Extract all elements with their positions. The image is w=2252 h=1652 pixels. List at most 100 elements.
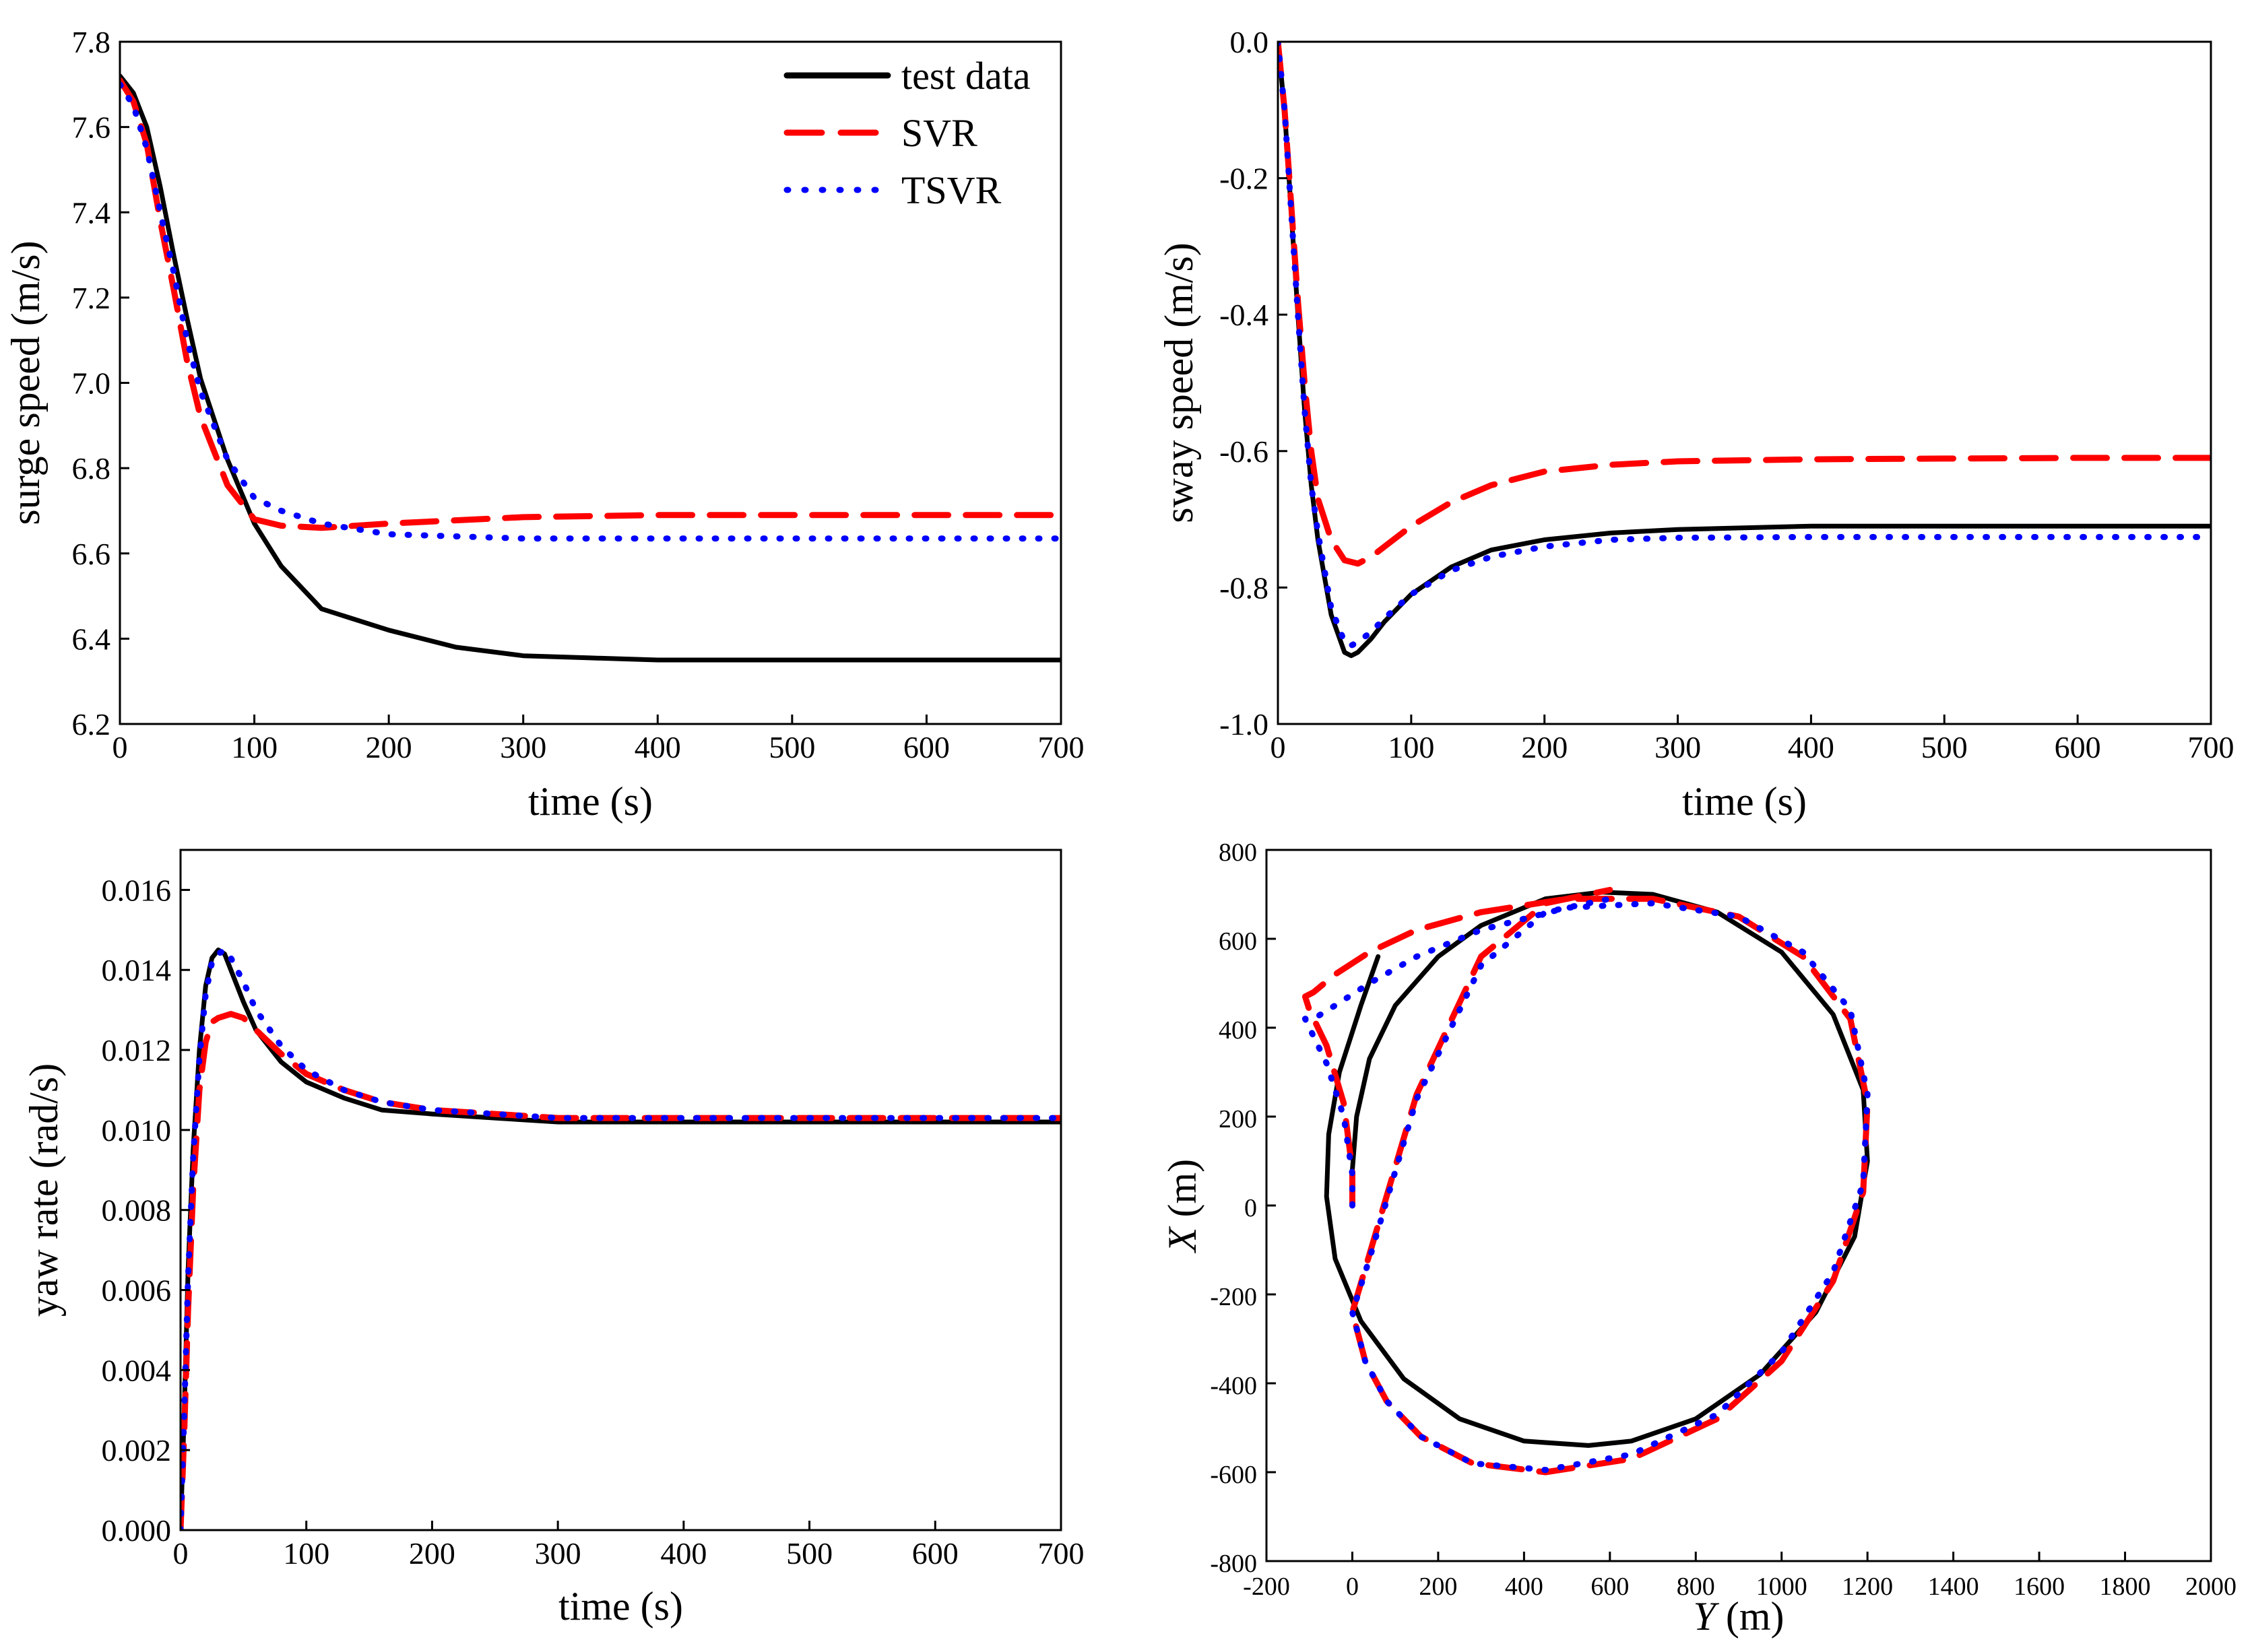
traj-xtick-label: 400 bbox=[1505, 1573, 1543, 1601]
traj-xtick-label: 1600 bbox=[2014, 1573, 2065, 1601]
sway-y-axis-title: sway speed (m/s) bbox=[1157, 242, 1201, 523]
traj-y-axis-title: X (m) bbox=[1160, 1159, 1204, 1253]
traj-xtick-label: 0 bbox=[1346, 1573, 1359, 1601]
yaw-chart: 0 100 200 300 400 500 600 700 0.000 0.002 0.004 0.0… bbox=[22, 849, 1085, 1628]
yaw-ytick-label: 0.016 bbox=[102, 873, 172, 907]
sway-ytick-label: -1.0 bbox=[1219, 707, 1268, 741]
traj-ytick-label: 200 bbox=[1219, 1105, 1257, 1133]
surge-ytick-label: 7.8 bbox=[72, 25, 111, 59]
surge-xtick-label: 400 bbox=[635, 730, 681, 764]
sway-ytick-label: -0.6 bbox=[1219, 434, 1268, 469]
traj-ytick-label: -400 bbox=[1210, 1372, 1257, 1400]
traj-xtick-label: 2000 bbox=[2185, 1573, 2237, 1601]
legend-label-test: test data bbox=[901, 54, 1031, 98]
traj-x-axis-title: Y (m) bbox=[1693, 1594, 1784, 1639]
sway-ytick-label: -0.2 bbox=[1219, 162, 1268, 196]
surge-ytick-label: 6.6 bbox=[72, 537, 111, 571]
yaw-xtick-label: 100 bbox=[283, 1536, 329, 1571]
traj-xtick-label: 1800 bbox=[2100, 1573, 2151, 1601]
yaw-ytick-label: 0.008 bbox=[102, 1193, 172, 1228]
yaw-ytick-label: 0.014 bbox=[102, 953, 172, 987]
surge-x-axis-title: time (s) bbox=[528, 779, 653, 824]
surge-xtick-label: 300 bbox=[500, 730, 546, 764]
traj-ytick-label: -800 bbox=[1210, 1550, 1257, 1578]
sway-xtick-label: 100 bbox=[1388, 730, 1434, 764]
sway-series-svr bbox=[1278, 42, 2211, 567]
yaw-ytick-label: 0.012 bbox=[102, 1033, 172, 1067]
sway-xtick-label: 0 bbox=[1270, 730, 1286, 764]
traj-x-axis-title-unit: (m) bbox=[1716, 1594, 1784, 1639]
traj-series-tsvr bbox=[1301, 896, 1871, 1474]
traj-xtick-label: 200 bbox=[1419, 1573, 1457, 1601]
sway-series-tsvr bbox=[1278, 42, 2211, 649]
surge-ytick-label: 6.8 bbox=[72, 451, 111, 486]
traj-xtick-label: 600 bbox=[1590, 1573, 1629, 1601]
yaw-ytick-label: 0.004 bbox=[102, 1353, 172, 1387]
sway-chart: 0 100 200 300 400 500 600 700 -1.0 -0.8 -0.6 -0.4 -0… bbox=[1157, 25, 2234, 824]
yaw-xtick-label: 300 bbox=[535, 1536, 581, 1571]
surge-series-test bbox=[120, 73, 1061, 663]
yaw-y-axis-title: yaw rate (rad/s) bbox=[22, 1063, 66, 1317]
surge-xtick-label: 600 bbox=[903, 730, 950, 764]
yaw-series-tsvr bbox=[181, 947, 1061, 1530]
sway-xtick-label: 400 bbox=[1788, 730, 1834, 764]
surge-xtick-label: 500 bbox=[769, 730, 815, 764]
traj-axes-frame bbox=[1265, 849, 2212, 1562]
surge-xtick-label: 0 bbox=[112, 730, 128, 764]
traj-ytick-label: -200 bbox=[1210, 1283, 1257, 1311]
yaw-series-test bbox=[181, 948, 1061, 1530]
traj-y-axis-title-unit: (m) bbox=[1160, 1159, 1204, 1228]
yaw-ytick-label: 0.002 bbox=[102, 1433, 172, 1467]
yaw-xtick-label: 200 bbox=[409, 1536, 455, 1571]
surge-series-svr bbox=[120, 77, 1061, 531]
surge-xtick-label: 100 bbox=[231, 730, 278, 764]
traj-xtick-label: 1400 bbox=[1928, 1573, 1979, 1601]
surge-ytick-label: 6.2 bbox=[72, 707, 111, 741]
yaw-ytick-label: 0.000 bbox=[102, 1513, 172, 1548]
traj-xtick-label: 1200 bbox=[1842, 1573, 1893, 1601]
legend-label-svr: SVR bbox=[901, 111, 977, 155]
surge-xtick-label: 700 bbox=[1038, 730, 1085, 764]
traj-ytick-label: 600 bbox=[1219, 927, 1257, 956]
traj-series-test bbox=[1324, 890, 1870, 1448]
yaw-xtick-label: 0 bbox=[173, 1536, 189, 1571]
traj-ytick-label: -600 bbox=[1210, 1461, 1257, 1489]
surge-ytick-label: 7.6 bbox=[72, 110, 111, 145]
surge-chart: 0 100 200 300 400 500 600 700 6.2 6.4 6.6 6.8 7.0 7.2… bbox=[3, 25, 1085, 824]
surge-ytick-label: 7.4 bbox=[72, 195, 111, 230]
sway-xtick-label: 700 bbox=[2188, 730, 2234, 764]
traj-chart: -200 0 200 400 600 800 1000 1200 1400 1600 1800 200… bbox=[1160, 838, 2237, 1639]
traj-series-svr bbox=[1301, 886, 1871, 1476]
surge-legend: test data SVR TSVR bbox=[783, 54, 1031, 212]
sway-xtick-label: 300 bbox=[1654, 730, 1701, 764]
yaw-xtick-label: 700 bbox=[1038, 1536, 1085, 1571]
yaw-xtick-label: 600 bbox=[912, 1536, 959, 1571]
traj-x-axis-title-var: Y bbox=[1693, 1594, 1719, 1639]
yaw-xtick-label: 400 bbox=[660, 1536, 707, 1571]
sway-x-axis-title: time (s) bbox=[1682, 779, 1807, 824]
yaw-ytick-label: 0.006 bbox=[102, 1274, 172, 1308]
surge-ytick-label: 7.0 bbox=[72, 366, 111, 401]
surge-ytick-label: 6.4 bbox=[72, 622, 111, 656]
legend-label-tsvr: TSVR bbox=[901, 168, 1002, 212]
traj-ytick-label: 800 bbox=[1219, 838, 1257, 867]
sway-xtick-label: 600 bbox=[2055, 730, 2101, 764]
traj-ytick-label: 400 bbox=[1219, 1016, 1257, 1045]
yaw-axes-frame bbox=[179, 849, 1062, 1531]
traj-xtick-label: 1000 bbox=[1756, 1573, 1807, 1601]
sway-series-test bbox=[1278, 42, 2211, 659]
traj-xtick-label: -200 bbox=[1243, 1573, 1290, 1601]
surge-ytick-label: 7.2 bbox=[72, 281, 111, 315]
yaw-ytick-label: 0.010 bbox=[102, 1113, 172, 1148]
surge-y-axis-title: surge speed (m/s) bbox=[3, 240, 48, 525]
yaw-xtick-label: 500 bbox=[786, 1536, 833, 1571]
sway-ytick-label: -0.8 bbox=[1219, 570, 1268, 605]
yaw-x-axis-title: time (s) bbox=[558, 1584, 683, 1628]
traj-xtick-label: 800 bbox=[1677, 1573, 1715, 1601]
sway-ytick-label: -0.4 bbox=[1219, 298, 1268, 332]
sway-ytick-label: 0.0 bbox=[1230, 25, 1269, 59]
yaw-series-svr bbox=[181, 1011, 1061, 1530]
sway-axes-frame bbox=[1277, 40, 2212, 725]
sway-xtick-label: 500 bbox=[1921, 730, 1968, 764]
